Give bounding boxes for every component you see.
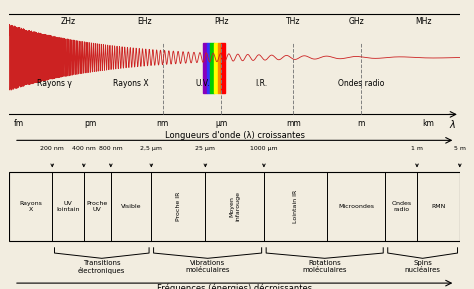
Text: I.R.: I.R. — [255, 79, 268, 88]
Bar — [221, 43, 225, 93]
Text: Ondes
radio: Ondes radio — [391, 201, 411, 212]
Text: 25 μm: 25 μm — [195, 146, 215, 151]
Text: km: km — [422, 119, 434, 128]
Text: 1 m: 1 m — [411, 146, 423, 151]
Text: m: m — [357, 119, 365, 128]
Text: Rayons X: Rayons X — [113, 79, 149, 88]
Text: mm: mm — [286, 119, 301, 128]
Text: fm: fm — [13, 119, 24, 128]
Text: THz: THz — [286, 17, 301, 26]
Text: Visible: Visible — [121, 204, 141, 209]
Text: UV
lointain: UV lointain — [56, 201, 80, 212]
Text: Rayons
X: Rayons X — [19, 201, 42, 212]
Text: Longueurs d'onde (λ) croissantes: Longueurs d'onde (λ) croissantes — [164, 131, 305, 140]
Bar — [214, 43, 218, 93]
Bar — [207, 43, 210, 93]
Text: ZHz: ZHz — [61, 17, 75, 26]
Text: Vibrations
moléculaires: Vibrations moléculaires — [185, 260, 230, 273]
Bar — [210, 43, 214, 93]
Text: Ondes radio: Ondes radio — [337, 79, 384, 88]
Text: 200 nm: 200 nm — [40, 146, 64, 151]
Text: μm: μm — [215, 119, 227, 128]
Text: GHz: GHz — [348, 17, 364, 26]
Bar — [9, 172, 460, 241]
Text: EHz: EHz — [137, 17, 152, 26]
Text: pm: pm — [84, 119, 97, 128]
Text: 400 nm: 400 nm — [72, 146, 96, 151]
Text: PHz: PHz — [214, 17, 228, 26]
Text: MHz: MHz — [416, 17, 432, 26]
Text: Moyen
infarouge: Moyen infarouge — [229, 191, 240, 221]
Text: nm: nm — [156, 119, 169, 128]
Text: Proche
UV: Proche UV — [87, 201, 108, 212]
Bar — [218, 43, 221, 93]
Text: U.V.: U.V. — [196, 79, 210, 88]
Text: 5 m: 5 m — [454, 146, 466, 151]
Text: 1000 μm: 1000 μm — [250, 146, 278, 151]
Bar — [203, 43, 207, 93]
Text: Fréquences (énergies) décroissantes: Fréquences (énergies) décroissantes — [157, 284, 312, 289]
Text: Transitions
électroniques: Transitions électroniques — [78, 260, 126, 274]
Text: Rayons γ: Rayons γ — [37, 79, 72, 88]
Text: Rotations
moléculaires: Rotations moléculaires — [302, 260, 347, 273]
Text: 800 nm: 800 nm — [99, 146, 123, 151]
Text: Proche IR: Proche IR — [176, 192, 181, 221]
Text: RMN: RMN — [431, 204, 446, 209]
Text: $\lambda$: $\lambda$ — [449, 118, 456, 130]
Text: Lointain IR: Lointain IR — [293, 190, 298, 223]
Text: Microondes: Microondes — [338, 204, 374, 209]
Text: 2,5 μm: 2,5 μm — [140, 146, 162, 151]
Text: Spins
nucléaires: Spins nucléaires — [405, 260, 441, 273]
